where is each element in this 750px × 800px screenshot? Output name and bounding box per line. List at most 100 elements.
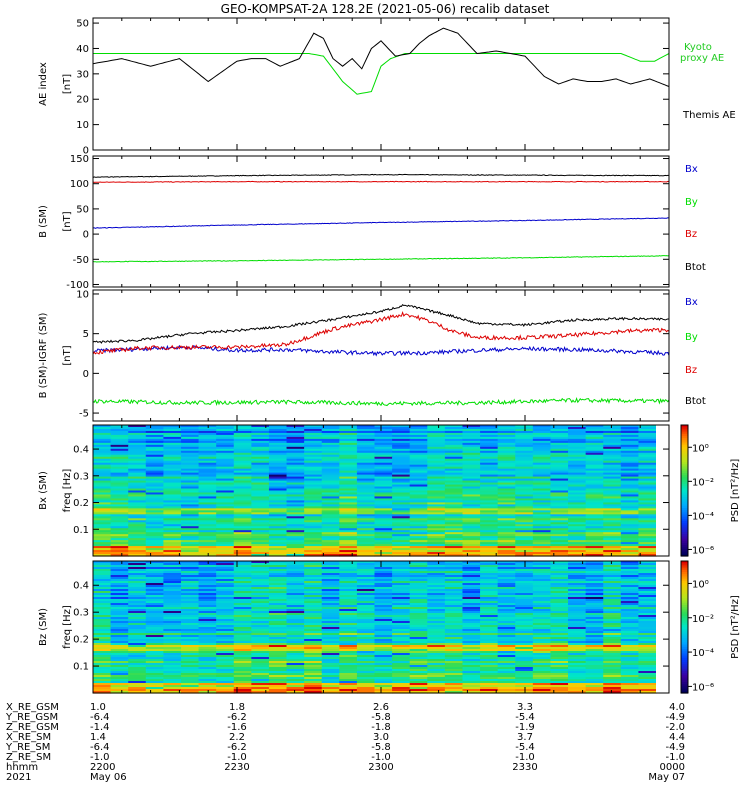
spectrogram-cell xyxy=(198,470,217,474)
spectrogram-cell xyxy=(93,691,112,694)
spectrogram-cell xyxy=(268,597,288,600)
spectrogram-cell xyxy=(532,496,552,500)
spectrogram-cell xyxy=(93,546,112,549)
colorbar-segment xyxy=(681,638,688,641)
series-line-themis-ae xyxy=(92,27,670,87)
legend-proxy-ae: proxy AE xyxy=(680,53,724,64)
spectrogram-cell xyxy=(515,504,534,507)
spectrogram-cell xyxy=(128,587,147,590)
spectrogram-cell xyxy=(251,663,270,666)
spectrogram-cell xyxy=(180,579,200,582)
spectrogram-cell xyxy=(110,425,129,428)
spectrogram-cell xyxy=(321,647,340,650)
spectrogram-cell xyxy=(550,687,569,690)
spectrogram-cell xyxy=(216,474,235,478)
spectrogram-cell xyxy=(233,683,252,686)
spectrogram-cell xyxy=(532,665,552,668)
spectrogram-cell xyxy=(128,589,147,592)
spectrogram-cell xyxy=(374,524,393,527)
spectrogram-cell xyxy=(286,667,305,670)
spectrogram-cell xyxy=(339,510,358,513)
spectrogram-cell xyxy=(550,685,569,688)
spectrogram-cell xyxy=(444,671,464,674)
spectrogram-cell xyxy=(603,488,622,492)
spectrogram-cell xyxy=(374,430,393,434)
colorbar-segment xyxy=(681,578,688,582)
spectrogram-cell xyxy=(286,569,305,572)
spectrogram-cell xyxy=(374,689,393,692)
colorbar-tick-label: 10⁰ xyxy=(692,443,709,454)
colorbar-segment xyxy=(681,464,688,468)
spectrogram-cell xyxy=(620,595,639,598)
spectrogram-cell xyxy=(128,454,147,458)
spectrogram-cell xyxy=(110,526,129,529)
spectrogram-cell xyxy=(568,607,587,610)
spectrogram-cell xyxy=(163,577,182,580)
spectrogram-cell xyxy=(480,492,499,496)
spectrogram-cell xyxy=(497,548,516,551)
spectrogram-cell xyxy=(286,627,305,630)
spectrogram-cell xyxy=(93,540,112,543)
spectrogram-cell xyxy=(409,683,428,686)
spectrogram-cell xyxy=(374,621,393,624)
spectrogram-cell xyxy=(620,603,639,606)
spectrogram-cell xyxy=(304,643,323,646)
spectrogram-cell xyxy=(356,462,376,466)
spectrogram-cell xyxy=(603,679,622,682)
spectrogram-cell xyxy=(304,544,323,547)
spectrogram-cell xyxy=(462,442,481,446)
spectrogram-cell xyxy=(392,643,411,646)
spectrogram-cell xyxy=(568,442,587,446)
spectrogram-cell xyxy=(128,625,147,628)
colorbar-segment xyxy=(681,551,688,555)
spectrogram-cell xyxy=(251,446,270,450)
spectrogram-cell xyxy=(409,677,428,680)
spectrogram-cell xyxy=(93,563,112,566)
spectrogram-cell xyxy=(550,675,569,678)
spectrogram-cell xyxy=(339,508,358,511)
spectrogram-cell xyxy=(620,689,639,692)
spectrogram-cell xyxy=(427,655,446,658)
spectrogram-cell xyxy=(480,436,499,440)
spectrogram-cell xyxy=(286,446,305,450)
spectrogram-cell xyxy=(427,462,446,466)
spectrogram-cell xyxy=(198,669,217,672)
spectrogram-cell xyxy=(638,472,657,476)
spectrogram-cell xyxy=(128,639,147,642)
spectrogram-cell xyxy=(603,627,622,630)
spectrogram-cell xyxy=(409,639,428,642)
spectrogram-cell xyxy=(392,440,411,444)
colorbar-frame xyxy=(680,560,689,694)
spectrogram-cell xyxy=(268,681,288,684)
spectrogram-cell xyxy=(321,615,340,618)
spectrogram-cell xyxy=(268,569,288,572)
spectrogram-cell xyxy=(321,621,340,624)
colorbar-segment xyxy=(681,611,688,615)
colorbar-segment xyxy=(681,682,688,685)
spectrogram-cell xyxy=(145,647,164,650)
spectrogram-cell xyxy=(93,609,112,612)
legend-bz: Bz xyxy=(685,229,697,240)
spectrogram-cell xyxy=(93,444,112,448)
spectrogram-cell xyxy=(180,450,200,454)
spectrogram-cell xyxy=(638,520,657,523)
spectrogram-cell xyxy=(444,631,464,634)
colorbar-segment xyxy=(681,613,688,617)
spectrogram-cell xyxy=(497,591,516,594)
spectrogram-cell xyxy=(110,470,129,474)
spectrogram-cell xyxy=(286,593,305,596)
spectrogram-cell xyxy=(180,677,200,680)
spectrogram-cell xyxy=(233,516,252,519)
spectrogram-cell xyxy=(568,426,587,430)
spectrogram-cell xyxy=(110,440,129,444)
spectrogram-cell xyxy=(497,613,516,616)
spectrogram-cell xyxy=(268,581,288,584)
spectrogram-cell xyxy=(409,482,428,486)
spectrogram-cell xyxy=(145,601,164,604)
spectrogram-cell xyxy=(128,514,147,517)
spectrogram-cell xyxy=(216,456,235,460)
spectrogram-cell xyxy=(93,571,112,574)
spectrogram-cell xyxy=(304,548,323,551)
spectrogram-cell xyxy=(620,490,639,494)
spectrogram-cell xyxy=(392,647,411,650)
